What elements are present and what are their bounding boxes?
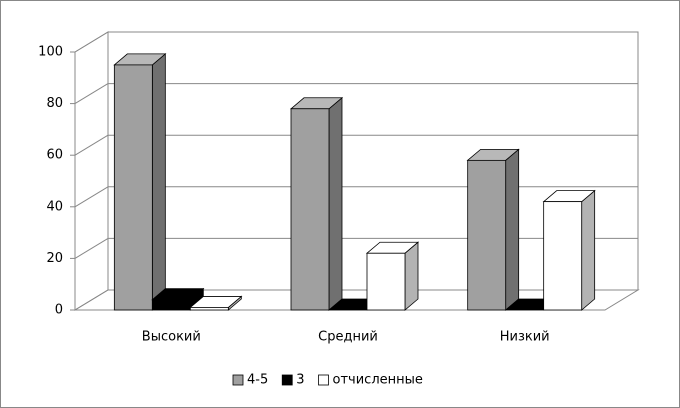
grid-line: [74, 83, 109, 105]
bar: [151, 299, 191, 311]
bar-side: [328, 96, 343, 311]
bar: [467, 159, 507, 311]
legend-swatch: [318, 374, 329, 386]
x-tick-label: Средний: [318, 330, 378, 345]
legend-swatch: [232, 374, 244, 386]
y-tick-label: 0: [55, 303, 63, 318]
legend-label: отчисленные: [333, 373, 423, 388]
x-tick-label: Высокий: [142, 330, 201, 345]
bar: [189, 307, 229, 311]
bar-side: [581, 189, 596, 311]
y-tick-label: 20: [46, 251, 63, 266]
bar: [113, 64, 153, 311]
grid-line: [74, 134, 109, 156]
legend-label: 4-5: [247, 373, 268, 388]
bar-side: [505, 148, 520, 311]
bar: [543, 201, 583, 311]
legend: 4-5 3 отчисленные: [232, 373, 423, 388]
y-tick-label: 80: [46, 96, 63, 111]
grid-line: [74, 237, 109, 259]
bar: [290, 108, 330, 311]
grid-line: [74, 31, 109, 53]
bar: [366, 252, 406, 311]
grid-line: [74, 186, 109, 208]
y-tick-label: 60: [46, 148, 63, 163]
grid-line: [74, 289, 109, 311]
side-wall: [74, 31, 109, 311]
legend-swatch: [281, 374, 293, 386]
bar-side: [404, 241, 419, 311]
bar-side: [151, 53, 166, 311]
y-tick-label: 40: [46, 199, 63, 214]
y-tick-label: 100: [38, 45, 63, 60]
x-tick-label: Низкий: [500, 330, 550, 345]
legend-label: 3: [296, 373, 304, 388]
